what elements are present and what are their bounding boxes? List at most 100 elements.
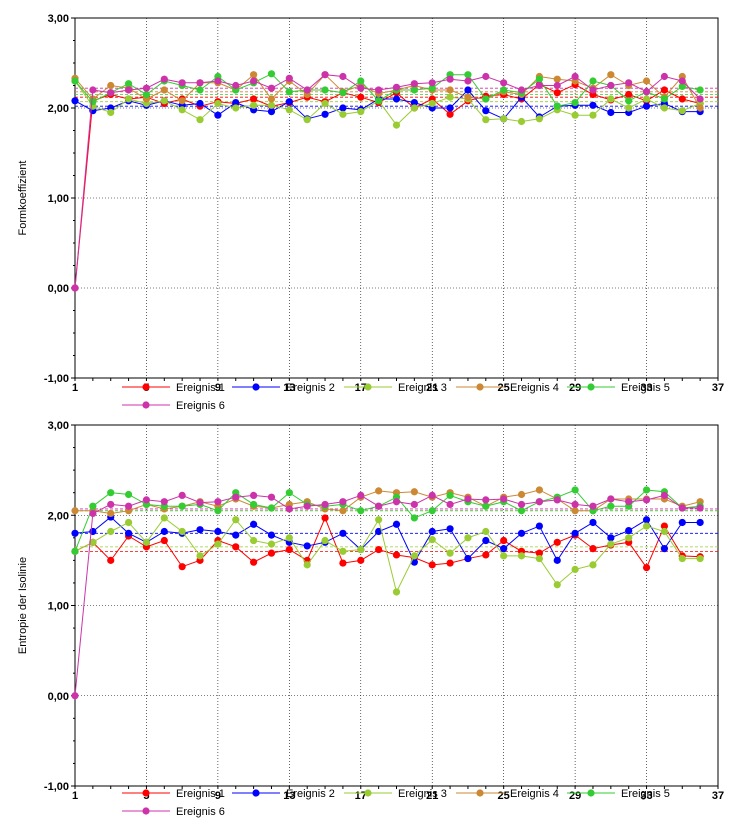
data-point <box>89 86 97 94</box>
legend-label: Ereignis 6 <box>176 806 225 818</box>
data-point <box>428 84 436 92</box>
data-point <box>535 498 543 506</box>
data-point <box>660 104 669 112</box>
data-point <box>178 106 186 114</box>
data-point <box>232 493 240 501</box>
data-point <box>267 531 276 539</box>
data-point <box>196 499 204 507</box>
data-point <box>428 507 436 515</box>
legend-marker <box>142 789 150 797</box>
data-point <box>339 498 347 506</box>
data-point <box>267 549 276 557</box>
x-tick-label: 37 <box>712 790 724 802</box>
data-point <box>214 77 222 85</box>
data-point <box>124 502 133 510</box>
data-point <box>571 486 579 494</box>
legend-label: Ereignis 4 <box>510 382 559 394</box>
y-axis-label: Entropie der Isolinie <box>17 557 29 654</box>
data-point <box>303 116 311 124</box>
data-point <box>250 520 258 528</box>
data-point <box>696 554 704 563</box>
legend-label: Ereignis 3 <box>398 788 447 800</box>
data-point <box>160 527 168 536</box>
legend-marker <box>587 789 595 797</box>
data-point <box>107 556 115 564</box>
data-point <box>589 561 597 569</box>
data-point <box>553 496 561 504</box>
data-point <box>250 536 258 545</box>
legend-label: Ereignis 2 <box>286 788 335 800</box>
data-point <box>285 74 293 82</box>
data-point <box>160 498 168 506</box>
data-point <box>553 75 561 83</box>
data-point <box>410 552 418 560</box>
y-tick-label: 2,00 <box>48 103 69 115</box>
data-point <box>375 516 383 524</box>
data-point <box>464 534 472 542</box>
data-point <box>446 525 454 533</box>
data-point <box>696 504 704 512</box>
data-point <box>124 95 133 103</box>
data-point <box>535 115 543 123</box>
data-point <box>178 563 186 571</box>
data-point <box>392 551 401 559</box>
data-point <box>321 500 329 509</box>
data-point <box>625 534 633 542</box>
x-tick-label: 13 <box>283 790 295 802</box>
data-point <box>357 77 365 85</box>
data-point <box>589 111 597 119</box>
data-point <box>89 502 97 510</box>
data-point <box>642 516 651 524</box>
data-point <box>124 529 133 537</box>
data-point <box>160 86 168 94</box>
legend-label: Ereignis 5 <box>621 382 670 394</box>
data-point <box>410 488 418 496</box>
data-point <box>214 498 222 506</box>
data-point <box>642 486 651 494</box>
data-point <box>410 558 418 566</box>
data-point <box>446 491 454 499</box>
data-point <box>375 502 383 510</box>
legend-label: Ereignis 5 <box>621 788 670 800</box>
x-tick-label: 9 <box>215 382 221 394</box>
data-point <box>250 77 258 85</box>
data-point <box>232 531 240 539</box>
data-point <box>160 75 168 83</box>
data-point <box>214 540 222 548</box>
data-point <box>232 543 240 551</box>
data-point <box>303 502 311 510</box>
legend-label: Ereignis 4 <box>510 788 559 800</box>
data-point <box>250 500 258 509</box>
data-point <box>642 102 651 110</box>
data-point <box>339 559 347 567</box>
data-point <box>535 522 543 530</box>
data-point <box>214 507 222 515</box>
data-point <box>142 538 151 546</box>
legend-marker <box>364 789 372 797</box>
legend-item-4: Ereignis 4 <box>456 382 559 394</box>
data-point <box>482 496 490 504</box>
data-point <box>482 502 490 510</box>
data-point <box>482 116 490 124</box>
legend-marker <box>142 807 150 815</box>
data-point <box>375 545 383 554</box>
chart-panel-2: 3,002,001,000,00-1,0015913172125293337En… <box>17 420 724 818</box>
data-point <box>428 561 436 569</box>
legend-item-6: Ereignis 6 <box>122 400 225 412</box>
data-point <box>267 95 276 103</box>
data-point <box>357 556 365 564</box>
data-point <box>339 104 347 112</box>
data-point <box>107 108 115 117</box>
data-point <box>124 490 133 499</box>
data-point <box>482 527 490 536</box>
x-tick-label: 21 <box>426 790 438 802</box>
data-point <box>89 527 97 536</box>
data-point <box>446 110 454 118</box>
data-point <box>464 77 472 85</box>
series-line-3 <box>74 517 701 594</box>
x-tick-label: 9 <box>215 790 221 802</box>
data-point <box>410 80 418 88</box>
data-point <box>375 527 383 536</box>
y-tick-label: 0,00 <box>48 691 69 703</box>
data-point <box>321 514 329 522</box>
